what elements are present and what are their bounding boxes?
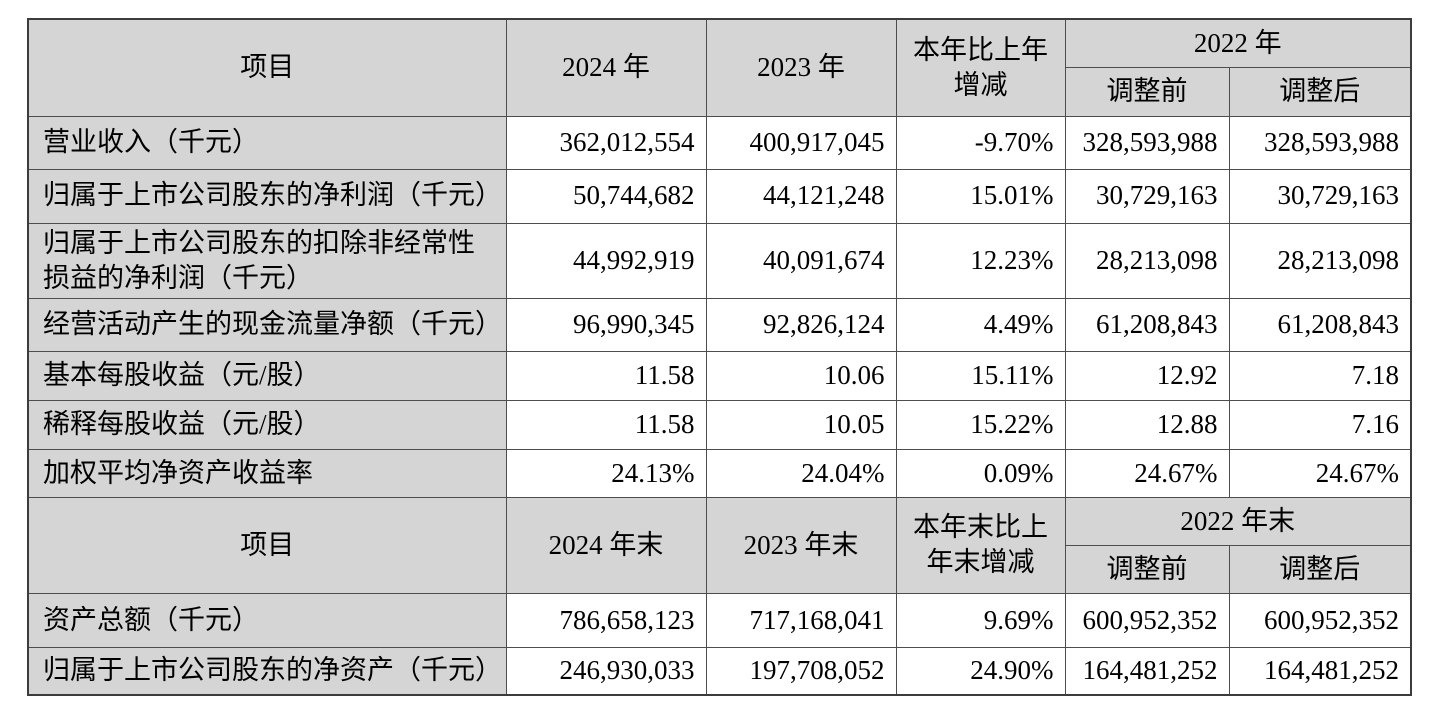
- value-change: 24.90%: [895, 646, 1066, 696]
- value-change: 12.23%: [895, 222, 1066, 299]
- value-change: 15.11%: [895, 350, 1066, 401]
- value-2023: 24.04%: [705, 448, 897, 498]
- value-2024: 50,744,682: [505, 168, 707, 224]
- value-change: 15.22%: [895, 399, 1066, 450]
- value-2024: 44,992,919: [505, 222, 707, 299]
- value-2022-before: 30,729,163: [1064, 168, 1230, 224]
- value-2023: 717,168,041: [705, 592, 897, 648]
- value-2022-before: 12.88: [1064, 399, 1230, 450]
- value-2022-after: 28,213,098: [1228, 222, 1412, 299]
- header-change-line2: 增减: [953, 69, 1008, 100]
- section1-header-row-2: 调整前 调整后: [28, 66, 1412, 117]
- value-2022-after: 164,481,252: [1228, 646, 1412, 696]
- value-2024: 786,658,123: [505, 592, 707, 648]
- value-2023: 10.05: [705, 399, 897, 450]
- value-change: 15.01%: [895, 168, 1066, 224]
- header-2022-end: 2022 年末: [1064, 496, 1412, 546]
- section1-header-row-1: 项目 2024 年 2023 年 本年比上年 增减 2022 年: [27, 18, 1412, 117]
- value-change: 0.09%: [895, 448, 1066, 498]
- table-row-net-profit: 归属于上市公司股东的净利润（千元） 50,744,682 44,121,248 …: [27, 168, 1412, 224]
- row-label: 基本每股收益（元/股）: [27, 350, 507, 401]
- value-2024: 362,012,554: [505, 115, 707, 170]
- header-2024-end: 2024 年末: [505, 496, 707, 594]
- value-2022-after: 328,593,988: [1228, 115, 1412, 170]
- value-2022-before: 600,952,352: [1064, 592, 1230, 648]
- value-change: 9.69%: [895, 592, 1066, 648]
- header-adj-before: 调整前: [1064, 66, 1230, 117]
- value-2023: 400,917,045: [705, 115, 897, 170]
- header-change-line1: 本年比上年: [913, 34, 1048, 65]
- table-row-total-assets: 资产总额（千元） 786,658,123 717,168,041 9.69% 6…: [27, 592, 1412, 648]
- value-2023: 44,121,248: [705, 168, 897, 224]
- table-row-revenue: 营业收入（千元） 362,012,554 400,917,045 -9.70% …: [27, 115, 1412, 170]
- value-2022-after: 24.67%: [1228, 448, 1412, 498]
- header-adj-after: 调整后: [1228, 66, 1412, 117]
- value-change: 4.49%: [895, 297, 1066, 352]
- value-2024: 96,990,345: [505, 297, 707, 352]
- header-adj-after: 调整后: [1228, 544, 1412, 594]
- table-row-net-profit-excl-nonrecurring: 归属于上市公司股东的扣除非经常性损益的净利润（千元） 44,992,919 40…: [27, 222, 1412, 299]
- header-2023-end: 2023 年末: [705, 496, 897, 594]
- row-label: 归属于上市公司股东的净资产（千元）: [27, 646, 507, 696]
- header-change-end-line2: 年末增减: [926, 547, 1035, 578]
- table-row-operating-cash-flow: 经营活动产生的现金流量净额（千元） 96,990,345 92,826,124 …: [27, 297, 1412, 352]
- header-2024: 2024 年: [505, 18, 707, 117]
- row-label: 归属于上市公司股东的净利润（千元）: [27, 168, 507, 224]
- row-label: 加权平均净资产收益率: [27, 448, 507, 498]
- table-row-diluted-eps: 稀释每股收益（元/股） 11.58 10.05 15.22% 12.88 7.1…: [27, 399, 1412, 450]
- value-2024: 11.58: [505, 399, 707, 450]
- header-adj-before: 调整前: [1064, 544, 1230, 594]
- value-2024: 11.58: [505, 350, 707, 401]
- value-2022-before: 328,593,988: [1064, 115, 1230, 170]
- value-2022-before: 61,208,843: [1064, 297, 1230, 352]
- row-label: 资产总额（千元）: [27, 592, 507, 648]
- row-label: 营业收入（千元）: [27, 115, 507, 170]
- value-2022-before: 164,481,252: [1064, 646, 1230, 696]
- value-2022-after: 61,208,843: [1228, 297, 1412, 352]
- header-item: 项目: [27, 496, 507, 594]
- value-2024: 246,930,033: [505, 646, 707, 696]
- table-row-weighted-avg-roe: 加权平均净资产收益率 24.13% 24.04% 0.09% 24.67% 24…: [27, 448, 1412, 498]
- table-row-net-assets: 归属于上市公司股东的净资产（千元） 246,930,033 197,708,05…: [27, 646, 1412, 696]
- row-label: 经营活动产生的现金流量净额（千元）: [27, 297, 507, 352]
- value-2022-before: 24.67%: [1064, 448, 1230, 498]
- value-2023: 40,091,674: [705, 222, 897, 299]
- header-change: 本年比上年 增减: [895, 18, 1066, 117]
- header-2022: 2022 年: [1064, 18, 1412, 68]
- value-2022-after: 600,952,352: [1228, 592, 1412, 648]
- value-2023: 10.06: [705, 350, 897, 401]
- value-2024: 24.13%: [505, 448, 707, 498]
- financial-summary-table: 项目 2024 年 2023 年 本年比上年 增减 2022 年 调整前 调整后…: [27, 18, 1412, 697]
- table-row-basic-eps: 基本每股收益（元/股） 11.58 10.06 15.11% 12.92 7.1…: [27, 350, 1412, 401]
- header-2023: 2023 年: [705, 18, 897, 117]
- row-label: 归属于上市公司股东的扣除非经常性损益的净利润（千元）: [27, 222, 507, 299]
- value-2023: 197,708,052: [705, 646, 897, 696]
- header-item: 项目: [27, 18, 507, 117]
- value-2022-after: 7.16: [1228, 399, 1412, 450]
- section2-header-row-1: 项目 2024 年末 2023 年末 本年末比上 年末增减 2022 年末: [27, 496, 1412, 594]
- row-label: 稀释每股收益（元/股）: [27, 399, 507, 450]
- value-2023: 92,826,124: [705, 297, 897, 352]
- header-change-end-line1: 本年末比上: [913, 512, 1048, 543]
- value-2022-before: 12.92: [1064, 350, 1230, 401]
- value-2022-after: 30,729,163: [1228, 168, 1412, 224]
- value-change: -9.70%: [895, 115, 1066, 170]
- header-change-end: 本年末比上 年末增减: [895, 496, 1066, 594]
- value-2022-after: 7.18: [1228, 350, 1412, 401]
- value-2022-before: 28,213,098: [1064, 222, 1230, 299]
